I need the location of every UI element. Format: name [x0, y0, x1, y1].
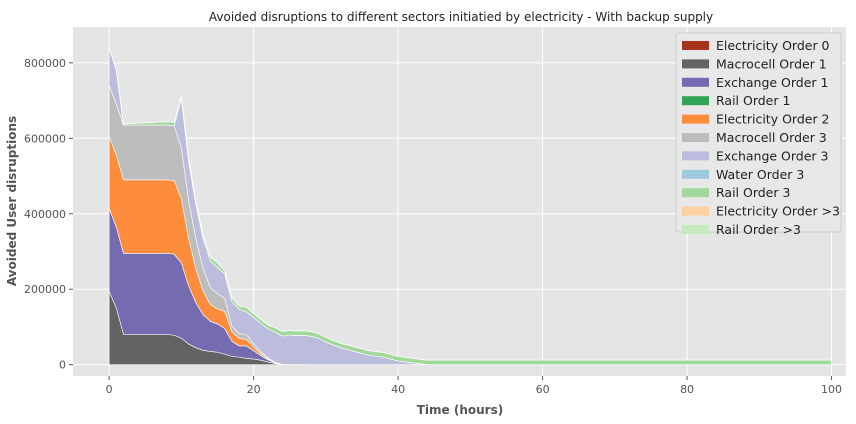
legend-label: Rail Order 3: [716, 185, 790, 200]
x-tick-label: 20: [247, 383, 261, 396]
legend-label: Exchange Order 1: [716, 75, 829, 90]
legend: Electricity Order 0 Macrocell Order 1 Exch…: [675, 32, 842, 237]
legend-swatch: [682, 206, 709, 216]
x-tick-label: 60: [536, 383, 550, 396]
legend-swatch: [682, 169, 709, 179]
legend-label: Electricity Order >3: [716, 204, 840, 219]
y-tick-label: 800000: [24, 57, 66, 70]
y-tick-label: 400000: [24, 208, 66, 221]
legend-swatch: [682, 133, 709, 142]
legend-label: Rail Order 1: [716, 93, 790, 108]
x-tick-label: 40: [391, 383, 405, 396]
x-axis-label: Time (hours): [417, 403, 503, 417]
legend-label: Exchange Order 3: [716, 148, 829, 163]
x-axis-ticks: 0 20 40 60 80 100: [106, 376, 842, 396]
legend-swatch: [682, 225, 709, 234]
legend-box: [675, 32, 842, 233]
legend-swatch: [682, 96, 709, 106]
y-tick-label: 200000: [24, 283, 66, 296]
legend-swatch: [682, 59, 709, 69]
y-axis-ticks: 0 200000 400000 600000 800000: [24, 57, 73, 372]
legend-label: Electricity Order 0: [716, 38, 830, 53]
legend-label: Electricity Order 2: [716, 112, 830, 127]
x-tick-label: 100: [821, 383, 842, 396]
y-tick-label: 0: [59, 359, 66, 372]
legend-swatch: [682, 114, 709, 124]
x-tick-label: 80: [680, 383, 694, 396]
area-rail-order-gt3: [108, 47, 832, 361]
legend-swatch: [682, 188, 709, 198]
x-tick-label: 0: [106, 383, 113, 396]
y-axis-label: Avoided User disruptions: [5, 116, 19, 286]
area-layers: [108, 47, 832, 365]
y-tick-label: 600000: [24, 132, 66, 145]
legend-swatch: [682, 77, 709, 87]
legend-swatch: [682, 41, 709, 50]
legend-swatch: [682, 151, 709, 161]
legend-label: Macrocell Order 1: [716, 56, 827, 71]
chart-title: Avoided disruptions to different sectors…: [209, 10, 713, 24]
legend-label: Macrocell Order 3: [716, 130, 827, 145]
legend-label: Water Order 3: [716, 167, 804, 182]
legend-label: Rail Order >3: [716, 222, 801, 237]
